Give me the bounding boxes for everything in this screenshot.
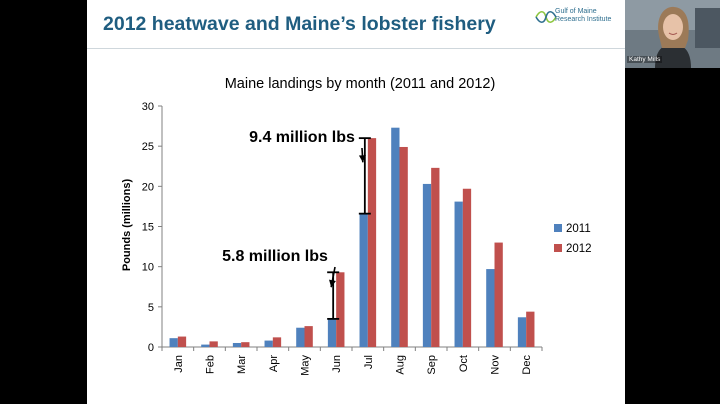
landings-bar-chart: Maine landings by month (2011 and 2012) … [121, 76, 592, 376]
x-tick-label: Sep [426, 355, 438, 375]
bar-2012-apr [272, 337, 282, 347]
participant-video [625, 0, 720, 68]
legend-swatch-2012 [554, 244, 562, 252]
bar-2011-jul [359, 213, 368, 347]
annotation-label: 9.4 million lbs [249, 129, 355, 146]
bar-2012-aug [399, 146, 408, 347]
y-axis-label: Pounds (millions) [121, 179, 133, 272]
bar-2012-nov [494, 242, 503, 347]
x-tick-label: May [300, 355, 312, 376]
bar-2011-jun [327, 318, 337, 347]
bar-2012-mar [241, 342, 250, 347]
x-tick-label: Jul [363, 355, 375, 369]
annotation-arrow-head [358, 155, 366, 163]
bar-2012-feb [209, 341, 218, 347]
bar-2012-jul [367, 138, 377, 347]
y-tick-label: 10 [142, 262, 154, 274]
bar-2012-oct [462, 188, 472, 347]
bar-2011-apr [264, 340, 273, 347]
dna-helix-icon [535, 10, 557, 24]
bar-2012-jun [336, 272, 345, 347]
x-tick-label: Feb [205, 355, 217, 374]
video-participant-tile[interactable]: Kathy Mills [625, 0, 720, 68]
presentation-slide: 2012 heatwave and Maine’s lobster fisher… [87, 0, 625, 404]
slide-title: 2012 heatwave and Maine’s lobster fisher… [103, 13, 496, 35]
bar-2011-nov [486, 269, 495, 347]
y-tick-label: 25 [142, 141, 154, 153]
y-tick-label: 15 [142, 222, 154, 234]
bar-2011-jan [169, 338, 178, 347]
y-tick-label: 5 [148, 302, 154, 314]
bar-2012-may [304, 326, 313, 347]
x-tick-label: Nov [490, 355, 502, 375]
x-tick-label: Apr [268, 355, 280, 372]
bar-2011-aug [391, 127, 400, 347]
gmri-logo: Gulf of Maine Research Institute [535, 8, 623, 38]
bar-2011-mar [232, 342, 242, 347]
chart-title: Maine landings by month (2011 and 2012) [225, 76, 496, 92]
y-tick-label: 0 [148, 342, 154, 354]
x-tick-label: Jun [331, 355, 343, 373]
bar-2011-sep [422, 183, 432, 347]
y-tick-label: 30 [142, 101, 154, 113]
x-tick-label: Aug [395, 355, 407, 375]
y-tick-label: 20 [142, 181, 154, 193]
bar-2011-dec [517, 317, 527, 347]
annotation-label: 5.8 million lbs [222, 248, 328, 265]
bar-2011-oct [454, 201, 463, 347]
plot-area: 0 5 10 15 20 25 30 Jan Feb Mar Apr May Jun Jul Aug Sep O… [142, 101, 592, 376]
x-tick-label: Dec [521, 355, 533, 375]
x-tick-label: Mar [236, 355, 248, 374]
legend-label-2011: 2011 [566, 223, 591, 235]
title-divider [87, 48, 625, 49]
annotation-arrow-head [329, 279, 336, 288]
logo-text: Gulf of Maine Research Institute [555, 8, 611, 24]
bar-2012-jan [177, 336, 187, 347]
legend-label-2012: 2012 [566, 243, 592, 255]
bar-2012-dec [526, 311, 535, 347]
logo-line-2: Research Institute [555, 16, 612, 23]
bar-2011-may [296, 327, 305, 347]
x-tick-label: Jan [173, 355, 185, 373]
logo-line-1: Gulf of Maine [555, 8, 597, 15]
bar-2012-sep [431, 167, 440, 347]
legend-swatch-2011 [554, 224, 562, 232]
participant-name: Kathy Mills [627, 56, 663, 63]
bar-2011-feb [201, 344, 210, 347]
x-tick-label: Oct [458, 355, 470, 372]
